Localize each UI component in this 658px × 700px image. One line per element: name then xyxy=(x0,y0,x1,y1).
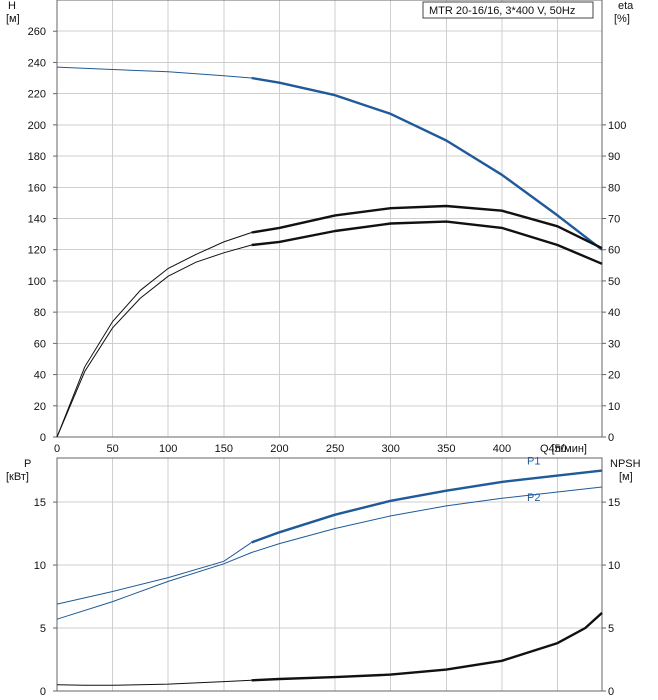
x-tick-label: 250 xyxy=(326,443,344,455)
chart-title: MTR 20-16/16, 3*400 V, 50Hz xyxy=(429,5,575,17)
right-tick-label: 0 xyxy=(608,686,614,698)
x-tick-label: 200 xyxy=(270,443,288,455)
left-tick-label: 10 xyxy=(34,560,46,572)
right-tick-label: 100 xyxy=(608,120,626,132)
left-tick-label: 160 xyxy=(28,182,46,194)
bottom-right-axis-label-2: [м] xyxy=(619,471,633,483)
left-tick-label: 260 xyxy=(28,26,46,38)
left-tick-label: 40 xyxy=(34,370,46,382)
right-tick-label: 10 xyxy=(608,560,620,572)
x-tick-label: 300 xyxy=(381,443,399,455)
bottom-left-axis-label-2: [кВт] xyxy=(6,471,29,483)
bottom-right-axis-label-1: NPSH xyxy=(610,458,641,470)
x-tick-label: 400 xyxy=(493,443,511,455)
left-tick-label: 80 xyxy=(34,307,46,319)
right-tick-label: 10 xyxy=(608,401,620,413)
left-tick-label: 220 xyxy=(28,89,46,101)
x-tick-label: 0 xyxy=(54,443,60,455)
left-tick-label: 180 xyxy=(28,151,46,163)
right-tick-label: 5 xyxy=(608,623,614,635)
series-label-p2: P2 xyxy=(527,492,540,504)
left-tick-label: 200 xyxy=(28,120,46,132)
left-tick-label: 0 xyxy=(40,686,46,698)
pump-curve-chart: H [м] eta [%] MTR 20-16/16, 3*400 V, 50H… xyxy=(0,0,658,700)
right-tick-label: 0 xyxy=(608,432,614,444)
bottom-left-axis-label-1: P xyxy=(24,458,31,470)
left-tick-label: 240 xyxy=(28,57,46,69)
left-tick-label: 60 xyxy=(34,338,46,350)
right-tick-label: 80 xyxy=(608,182,620,194)
x-tick-label: 350 xyxy=(437,443,455,455)
left-tick-label: 5 xyxy=(40,623,46,635)
left-tick-label: 0 xyxy=(40,432,46,444)
series-label-p1: P1 xyxy=(527,456,540,468)
right-tick-label: 15 xyxy=(608,497,620,509)
right-tick-label: 90 xyxy=(608,151,620,163)
x-tick-label: 50 xyxy=(106,443,118,455)
right-tick-label: 70 xyxy=(608,214,620,226)
right-tick-label: 50 xyxy=(608,276,620,288)
left-tick-label: 20 xyxy=(34,401,46,413)
x-tick-label: 100 xyxy=(159,443,177,455)
right-tick-label: 30 xyxy=(608,338,620,350)
top-right-axis-label-1: eta xyxy=(618,0,634,12)
left-tick-label: 120 xyxy=(28,245,46,257)
x-axis-label: Q [л/мин] xyxy=(540,443,587,455)
left-tick-label: 100 xyxy=(28,276,46,288)
right-tick-label: 40 xyxy=(608,307,620,319)
x-tick-label: 150 xyxy=(215,443,233,455)
top-right-axis-label-2: [%] xyxy=(614,13,630,25)
top-left-axis-label-2: [м] xyxy=(6,13,20,25)
left-tick-label: 15 xyxy=(34,497,46,509)
top-left-axis-label-1: H xyxy=(8,0,16,12)
left-tick-label: 140 xyxy=(28,214,46,226)
right-tick-label: 20 xyxy=(608,370,620,382)
right-tick-label: 60 xyxy=(608,245,620,257)
